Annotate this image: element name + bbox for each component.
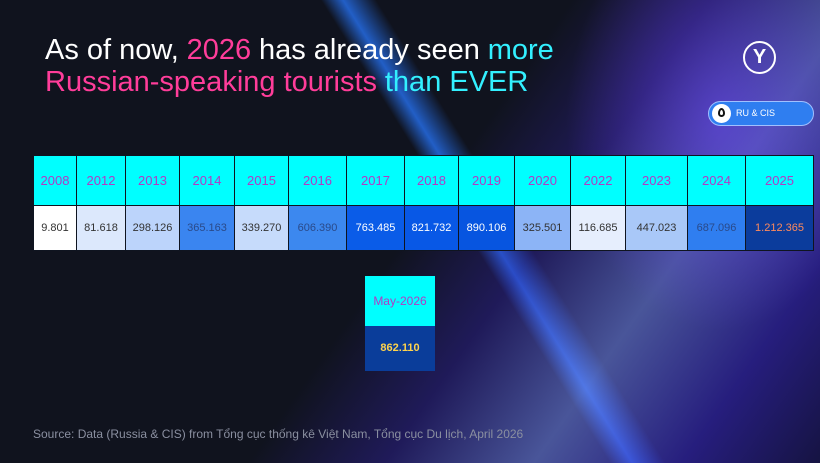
title-line: As of now, 2026 has already seen more bbox=[45, 34, 562, 67]
logo: Y bbox=[743, 41, 776, 74]
year-header: 2008 bbox=[33, 155, 77, 206]
value-cell: 890.106 bbox=[458, 205, 515, 251]
data-table: 2008 2012 2013 2014 2015 2016 2017 2018 2019 2020… bbox=[33, 155, 814, 251]
value-cell: 325.501 bbox=[514, 205, 571, 251]
value-row: 9.801 81.618 298.126 365.163 339.270 606.390 7… bbox=[33, 205, 814, 251]
value-cell: 298.126 bbox=[125, 205, 180, 251]
year-header: 2020 bbox=[514, 155, 571, 206]
value-cell: 606.390 bbox=[288, 205, 347, 251]
year-header: 2012 bbox=[76, 155, 126, 206]
year-header: 2018 bbox=[404, 155, 459, 206]
value-cell: 81.618 bbox=[76, 205, 126, 251]
value-cell: 1.212.365 bbox=[745, 205, 814, 251]
title-segment: has already seen bbox=[258, 34, 480, 66]
title-segment: more bbox=[487, 34, 554, 66]
value-cell: 687.096 bbox=[687, 205, 746, 251]
year-header: 2023 bbox=[625, 155, 688, 206]
pin-icon bbox=[712, 104, 731, 123]
value-cell: 339.270 bbox=[234, 205, 289, 251]
title-segment: than EVER bbox=[384, 66, 529, 98]
highlight-value: 862.110 bbox=[365, 326, 435, 371]
value-cell: 821.732 bbox=[404, 205, 459, 251]
title-segment: Russian-speaking tourists bbox=[45, 66, 378, 98]
source-note: Source: Data (Russia & CIS) from Tổng cụ… bbox=[33, 427, 524, 441]
highlight-header: May-2026 bbox=[365, 276, 435, 326]
year-header: 2022 bbox=[570, 155, 626, 206]
value-cell: 447.023 bbox=[625, 205, 688, 251]
title-segment: As of now, bbox=[45, 34, 179, 66]
year-header: 2015 bbox=[234, 155, 289, 206]
value-cell: 9.801 bbox=[33, 205, 77, 251]
badge-label: RU & CIS bbox=[736, 108, 776, 118]
title-segment: 2026 bbox=[186, 34, 252, 66]
year-header: 2013 bbox=[125, 155, 180, 206]
year-header: 2025 bbox=[745, 155, 814, 206]
year-header: 2014 bbox=[179, 155, 235, 206]
value-cell: 116.685 bbox=[570, 205, 626, 251]
year-header: 2016 bbox=[288, 155, 347, 206]
header-row: 2008 2012 2013 2014 2015 2016 2017 2018 2019 2020… bbox=[33, 155, 814, 206]
year-header: 2024 bbox=[687, 155, 746, 206]
year-header: 2017 bbox=[346, 155, 405, 206]
year-header: 2019 bbox=[458, 155, 515, 206]
highlight-box: May-2026 862.110 bbox=[365, 276, 435, 371]
region-badge[interactable]: RU & CIS bbox=[708, 101, 814, 126]
value-cell: 763.485 bbox=[346, 205, 405, 251]
title-line: Russian-speaking tourists than EVER bbox=[45, 66, 536, 99]
value-cell: 365.163 bbox=[179, 205, 235, 251]
